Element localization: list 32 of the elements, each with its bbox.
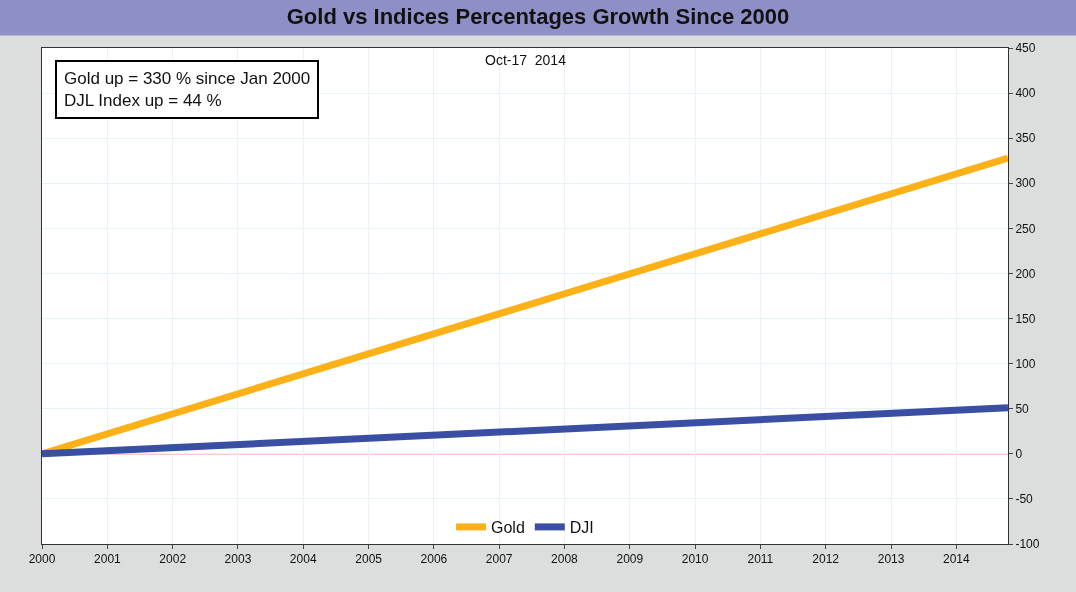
x-tick-label: 2000	[28, 552, 56, 567]
y-tick-label: 150	[1015, 311, 1036, 326]
x-tick-label: 2004	[289, 552, 317, 567]
y-tick-label: 450	[1015, 41, 1036, 56]
x-tick-label: 2005	[355, 552, 383, 567]
x-tick-label: 2006	[420, 552, 448, 567]
x-tick-label: 2010	[681, 552, 709, 567]
y-tick-label: -100	[1015, 537, 1040, 552]
x-tick-label: 2012	[812, 552, 840, 567]
y-tick-label: 400	[1015, 86, 1036, 101]
y-tick-label: 100	[1015, 356, 1036, 371]
annotation: Oct-17 2014	[485, 52, 567, 68]
y-tick-label: 250	[1015, 221, 1036, 236]
x-tick-label: 2007	[485, 552, 513, 567]
x-tick-label: 2001	[94, 552, 122, 567]
x-tick-label: 2002	[159, 552, 187, 567]
x-tick-label: 2014	[942, 552, 970, 567]
legend-label: DJI	[569, 519, 594, 537]
x-tick-label: 2003	[224, 552, 252, 567]
x-tick-label: 2011	[747, 552, 774, 567]
annotation: Gold up = 330 % since Jan 2000 DJL Index up = 44 %	[64, 69, 311, 111]
y-tick-label: 300	[1015, 176, 1036, 191]
x-tick-label: 2008	[551, 552, 579, 567]
chart-title: Gold vs Indices Percentages Growth Since 2000	[286, 4, 790, 30]
y-tick-label: 0	[1015, 447, 1023, 462]
y-tick-label: 350	[1015, 131, 1036, 146]
y-tick-label: 200	[1015, 266, 1036, 281]
legend-label: Gold	[491, 519, 525, 537]
x-tick-label: 2009	[616, 552, 644, 567]
y-tick-label: -50	[1015, 492, 1034, 507]
x-tick-label: 2013	[877, 552, 905, 567]
y-tick-label: 50	[1015, 401, 1030, 416]
